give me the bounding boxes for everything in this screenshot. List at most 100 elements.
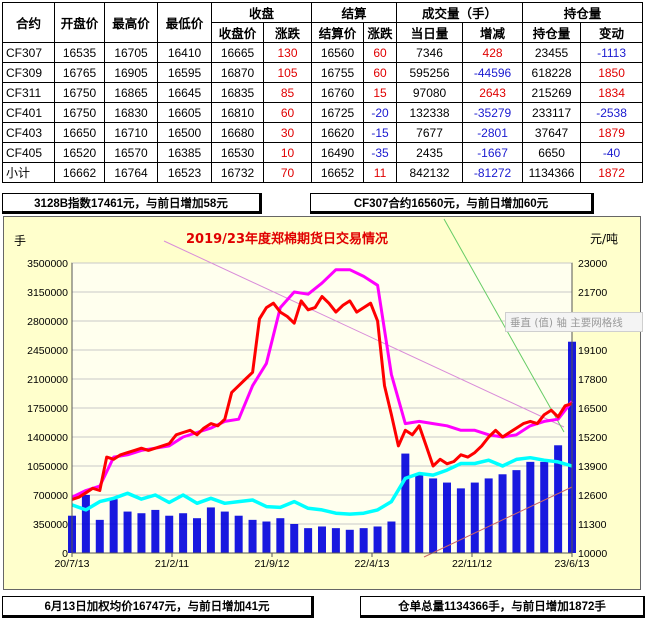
- cell-oichg: 1834: [580, 82, 644, 103]
- cell-close: 16665: [211, 42, 264, 63]
- cell-name: CF309: [2, 62, 55, 83]
- cell-open: 16535: [54, 42, 105, 63]
- group-header-volume: 成交量（手）: [396, 2, 524, 23]
- col-header: 持仓量: [522, 22, 582, 43]
- cell-settle: 16725: [311, 102, 365, 123]
- cell-oichg: 1872: [580, 162, 644, 183]
- volume-bar: [123, 511, 132, 553]
- cell-low: 16410: [157, 42, 212, 63]
- volume-bar: [456, 488, 465, 553]
- volume-bar: [484, 478, 493, 553]
- oi-line: [71, 455, 573, 516]
- cell-low: 16523: [157, 162, 212, 183]
- cell-low: 16385: [157, 142, 212, 163]
- cell-oichg: -1113: [580, 42, 644, 63]
- cell-vchg: 428: [462, 42, 524, 63]
- volume-bar: [387, 521, 396, 553]
- table-row: 小计 16662 16764 16523 16732 70 16652 11 842132 -81…: [2, 162, 644, 183]
- volume-bar: [81, 495, 90, 553]
- y-left-tick-label: 2100000: [27, 374, 68, 386]
- volume-bar: [276, 518, 285, 553]
- volume-bar: [318, 526, 326, 553]
- cell-name: 小计: [2, 162, 55, 183]
- cell-schg: -20: [363, 102, 398, 123]
- cell-oi: 37647: [522, 122, 582, 143]
- cell-oichg: 1879: [580, 122, 644, 143]
- volume-bar: [290, 524, 299, 553]
- y-left-tick-label: 1050000: [27, 461, 68, 473]
- cell-vol: 132338: [396, 102, 464, 123]
- y-right-tick-label: 10000: [578, 548, 607, 560]
- volume-bar: [179, 513, 188, 553]
- table-row: CF401 16750 16830 16605 16810 60 16725 -20 13233…: [2, 102, 644, 123]
- y-right-axis-label: 元/吨: [590, 232, 618, 246]
- y-right-tick-label: 19100: [578, 345, 607, 357]
- y-left-tick-label: 2800000: [27, 316, 68, 328]
- volume-bar: [401, 453, 410, 553]
- y-right-tick-label: 16500: [578, 403, 607, 415]
- y-left-tick-label: 1400000: [27, 432, 68, 444]
- table-row: CF311 16750 16865 16645 16835 85 16760 15 97080 2…: [2, 82, 644, 103]
- volume-bar: [109, 499, 118, 553]
- cell-vchg: -35279: [462, 102, 524, 123]
- cell-settle: 16490: [311, 142, 365, 163]
- cell-high: 16830: [104, 102, 158, 123]
- cell-oi: 215269: [522, 82, 582, 103]
- trend-line: [423, 486, 573, 558]
- volume-bar: [206, 507, 215, 553]
- cell-chg: 60: [262, 102, 313, 123]
- cell-vchg: -81272: [462, 162, 524, 183]
- cell-close: 16870: [211, 62, 264, 83]
- cell-oichg: -40: [580, 142, 644, 163]
- cell-high: 16705: [104, 42, 158, 63]
- y-right-tick-label: 21700: [578, 287, 607, 299]
- cell-settle: 16560: [311, 42, 365, 63]
- cell-vchg: 2643: [462, 82, 524, 103]
- cell-open: 16750: [54, 102, 105, 123]
- cell-vol: 842132: [396, 162, 464, 183]
- cell-settle: 16620: [311, 122, 365, 143]
- y-left-tick-label: 3500000: [27, 258, 68, 270]
- cell-schg: 15: [363, 82, 398, 103]
- volume-bar: [373, 526, 382, 553]
- cell-close: 16810: [211, 102, 264, 123]
- cell-schg: 11: [363, 162, 398, 183]
- cell-close: 16732: [211, 162, 264, 183]
- chart-area: 0 350000 700000 1050000 1400000 1750000 210000…: [3, 216, 641, 590]
- chart-svg: 0 350000 700000 1050000 1400000 1750000 210000…: [14, 218, 618, 570]
- cell-vchg: -44596: [462, 62, 524, 83]
- cell-schg: 60: [363, 42, 398, 63]
- volume-bar: [304, 528, 313, 553]
- volume-bar: [470, 482, 479, 553]
- cell-vol: 97080: [396, 82, 464, 103]
- volume-bar: [526, 461, 535, 553]
- cell-open: 16520: [54, 142, 105, 163]
- volume-bar: [512, 470, 521, 553]
- cell-high: 16710: [104, 122, 158, 143]
- cell-close: 16835: [211, 82, 264, 103]
- cell-name: CF307: [2, 42, 55, 63]
- cell-oi: 233117: [522, 102, 582, 123]
- cell-high: 16764: [104, 162, 158, 183]
- cell-settle: 16652: [311, 162, 365, 183]
- cell-vol: 2435: [396, 142, 464, 163]
- col-header: 开盘价: [54, 2, 105, 43]
- cell-low: 16605: [157, 102, 212, 123]
- cell-oi: 23455: [522, 42, 582, 63]
- x-tick-label: 23/6/13: [554, 558, 589, 570]
- cell-vchg: -2801: [462, 122, 524, 143]
- cell-settle: 16760: [311, 82, 365, 103]
- table-row: CF403 16650 16710 16500 16680 30 16620 -15 7677-…: [2, 122, 644, 143]
- cell-open: 16750: [54, 82, 105, 103]
- cell-schg: -15: [363, 122, 398, 143]
- x-tick-label: 20/7/13: [54, 558, 89, 570]
- cell-name: CF405: [2, 142, 55, 163]
- col-header: 结算价: [311, 22, 365, 43]
- cell-oichg: 1850: [580, 62, 644, 83]
- cell-vchg: -1667: [462, 142, 524, 163]
- chart-title: 2019/23年度郑棉期货日交易情况: [186, 231, 388, 247]
- cell-low: 16595: [157, 62, 212, 83]
- group-header-oi: 持仓量: [522, 2, 644, 23]
- y-right-tick-label: 23000: [578, 258, 607, 270]
- axis-tooltip: 垂直 (值) 轴 主要网格线: [505, 312, 643, 332]
